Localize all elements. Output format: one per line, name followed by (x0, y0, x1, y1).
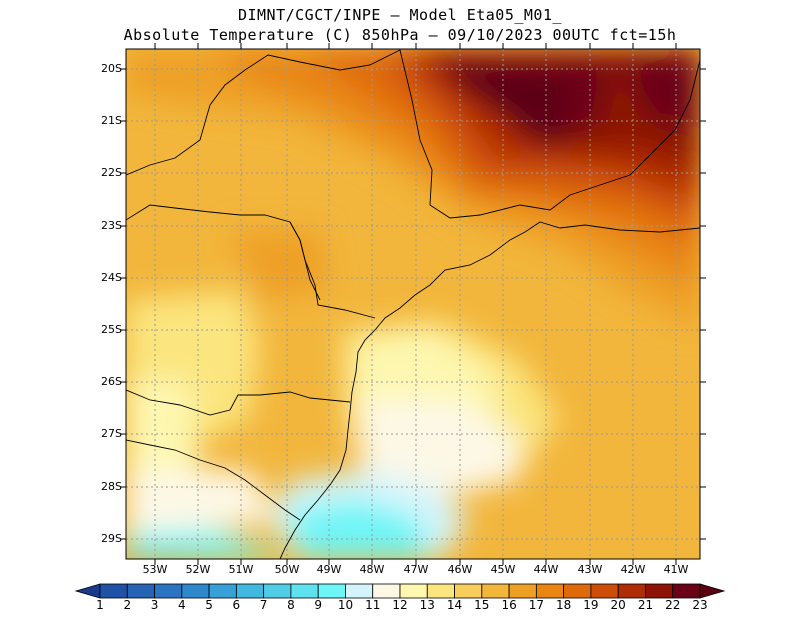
colorbar-label: 14 (446, 598, 463, 612)
colorbar-label: 22 (665, 598, 681, 612)
lat-label: 21S (101, 114, 122, 127)
map-title-line1: DIMNT/CGCT/INPE – Model Eta05_M01_ (237, 6, 563, 24)
lon-label: 50W (274, 563, 300, 576)
colorbar-segment (372, 583, 401, 599)
colorbar-segment (426, 583, 455, 599)
lat-label: 28S (101, 480, 122, 493)
colorbar (74, 583, 726, 599)
colorbar-label: 20 (610, 598, 626, 612)
plot-frame (125, 48, 701, 560)
colorbar-segment (99, 583, 128, 599)
colorbar-segment (590, 583, 619, 599)
colorbar-label: 11 (365, 598, 381, 612)
colorbar-segment (645, 583, 674, 599)
colorbar-label: 16 (501, 598, 517, 612)
lon-label: 51W (228, 563, 254, 576)
colorbar-segment (481, 583, 510, 599)
colorbar-segment (290, 583, 319, 599)
colorbar-label: 17 (528, 598, 544, 612)
colorbar-segment (126, 583, 155, 599)
colorbar-segment (181, 583, 210, 599)
colorbar-segment (672, 583, 701, 599)
state-border-sc-rs (126, 439, 301, 521)
colorbar-label: 18 (555, 598, 572, 612)
lat-label: 20S (101, 62, 122, 75)
lat-label: 29S (101, 532, 122, 545)
colorbar-label: 7 (259, 598, 268, 612)
colorbar-arrow-right (699, 583, 726, 599)
lon-label: 52W (185, 563, 211, 576)
colorbar-segment (317, 583, 346, 599)
lon-label: 47W (403, 563, 429, 576)
lon-label: 49W (316, 563, 342, 576)
colorbar-segment (454, 583, 483, 599)
colorbar-segment (345, 583, 374, 599)
lat-label: 23S (101, 219, 122, 232)
lon-label: 41W (663, 563, 689, 576)
colorbar-label: 19 (583, 598, 599, 612)
colorbar-label: 15 (474, 598, 490, 612)
coastline (279, 221, 700, 559)
lat-label: 26S (101, 375, 122, 388)
colorbar-label: 9 (314, 598, 322, 612)
colorbar-segment (508, 583, 537, 599)
temperature-field (126, 49, 700, 559)
colorbar-arrow-left (74, 583, 101, 599)
lat-label: 22S (101, 166, 122, 179)
lat-label: 25S (101, 323, 122, 336)
colorbar-label: 13 (419, 598, 435, 612)
state-border-pr-sc (126, 389, 351, 416)
lon-label: 48W (359, 563, 385, 576)
lat-label: 24S (101, 271, 122, 284)
colorbar-segment (399, 583, 428, 599)
colorbar-label: 5 (205, 598, 213, 612)
lon-label: 44W (533, 563, 559, 576)
colorbar-label: 10 (337, 598, 354, 612)
colorbar-label: 4 (177, 598, 186, 612)
map-title-line2: Absolute Temperature (C) 850hPa – 09/10/… (123, 26, 677, 44)
colorbar-label: 1 (96, 598, 104, 612)
lon-label: 43W (577, 563, 603, 576)
colorbar-segment (617, 583, 646, 599)
colorbar-label: 2 (123, 598, 132, 612)
colorbar-segment (535, 583, 565, 599)
colorbar-segment (263, 583, 292, 599)
colorbar-label: 8 (287, 598, 295, 612)
colorbar-segment (235, 583, 265, 599)
lon-label: 53W (142, 563, 168, 576)
colorbar-segment (154, 583, 183, 599)
colorbar-label: 21 (637, 598, 654, 612)
gridlines (126, 49, 700, 559)
colorbar-segment (208, 583, 237, 599)
colorbar-segment (563, 583, 592, 599)
lat-label: 27S (101, 427, 122, 440)
lon-label: 45W (490, 563, 516, 576)
colorbar-label: 12 (392, 598, 408, 612)
river-parana (289, 221, 321, 301)
colorbar-label: 23 (692, 598, 708, 612)
lon-label: 46W (447, 563, 473, 576)
colorbar-label: 6 (232, 598, 241, 612)
state-border-mg-sp (126, 49, 700, 219)
lon-label: 42W (620, 563, 646, 576)
colorbar-label: 3 (150, 598, 159, 612)
